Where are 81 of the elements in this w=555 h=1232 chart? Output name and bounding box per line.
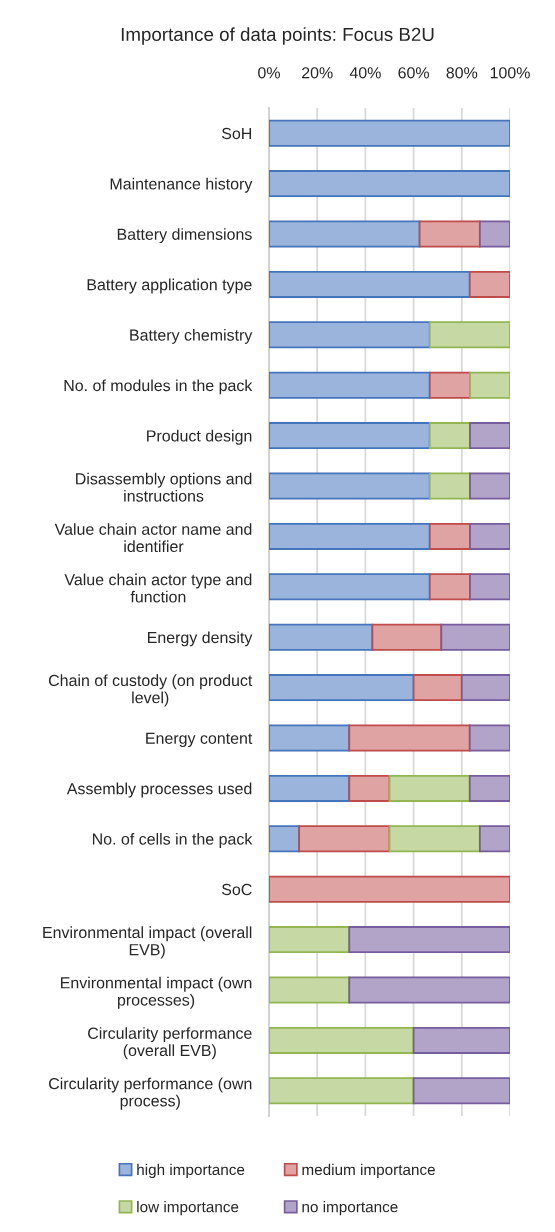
bar — [269, 220, 421, 248]
bar — [269, 724, 351, 752]
bar — [269, 371, 431, 399]
bar — [269, 623, 374, 651]
bar — [269, 976, 351, 1004]
y-tick-label: SoC — [221, 883, 252, 896]
legend-label: medium importance — [302, 1163, 435, 1179]
bar — [412, 674, 463, 702]
bar — [269, 674, 415, 702]
bar — [388, 825, 481, 853]
bar — [469, 573, 510, 601]
bar — [469, 371, 510, 399]
y-tick-label: Environmental impact (overall EVB) — [43, 926, 252, 959]
y-tick-label: Product design — [147, 429, 252, 445]
bar — [428, 371, 471, 399]
bar — [269, 170, 510, 198]
y-tick-label: No. of modules in the pack — [64, 379, 253, 395]
bar — [269, 1026, 415, 1054]
bar — [478, 825, 510, 853]
y-tick-label: Maintenance history — [110, 177, 253, 193]
x-tick-label: 40% — [349, 67, 381, 79]
bar — [460, 674, 510, 702]
y-tick-label: Battery dimensions — [117, 228, 252, 244]
bar — [412, 1026, 510, 1054]
x-tick-label: 60% — [398, 67, 430, 79]
bar — [348, 724, 471, 752]
y-tick-label: Energy content — [146, 732, 253, 748]
bar — [469, 422, 510, 450]
y-tick-label: Disassembly options and instructions — [76, 472, 252, 502]
bar — [269, 321, 431, 349]
x-tick-label: 80% — [446, 67, 478, 79]
bar — [269, 270, 471, 298]
y-tick-label: No. of cells in the pack — [92, 833, 253, 848]
y-tick-label: SoH — [221, 127, 252, 140]
bar — [348, 976, 510, 1004]
y-tick-label: Battery chemistry — [130, 329, 253, 344]
y-tick-label: Battery application type — [87, 278, 252, 294]
y-tick-label: Chain of custody (on product level) — [48, 674, 253, 707]
y-tick-label: Value chain actor type and function — [64, 573, 252, 603]
bar — [428, 472, 471, 500]
bar — [412, 1077, 510, 1105]
bar — [269, 774, 351, 802]
y-tick-label: Value chain actor name and identifier — [54, 523, 252, 553]
bar — [469, 472, 510, 500]
bar — [269, 825, 301, 853]
bar — [348, 926, 510, 954]
bar — [269, 1077, 415, 1105]
bar — [428, 573, 471, 601]
bar — [269, 573, 431, 601]
legend-label: no importance — [302, 1201, 398, 1216]
bar — [269, 875, 510, 903]
x-tick-label: 0% — [258, 67, 280, 79]
bar — [478, 220, 510, 248]
bar — [269, 422, 431, 450]
y-tick-label: Circularity performance (own process) — [49, 1077, 252, 1110]
bar — [348, 774, 391, 802]
bar — [428, 321, 510, 349]
y-tick-label: Assembly processes used — [66, 782, 252, 798]
bar — [418, 220, 481, 248]
legend-label: low importance — [137, 1201, 239, 1216]
bar — [468, 724, 510, 752]
bar — [428, 422, 471, 450]
bar — [468, 270, 510, 298]
y-tick-label: Energy density — [148, 631, 253, 647]
legend-label: high importance — [137, 1163, 245, 1179]
bar — [269, 472, 431, 500]
bar — [269, 522, 431, 550]
chart-title: Importance of data points: Focus B2U — [121, 27, 434, 45]
y-tick-label: Circularity performance (overall EVB) — [88, 1027, 252, 1060]
bar — [388, 774, 471, 802]
bar — [440, 623, 510, 651]
bar — [269, 119, 510, 147]
bar — [468, 774, 510, 802]
x-tick-label: 20% — [302, 67, 333, 79]
y-tick-label: Environmental impact (own processes) — [61, 976, 252, 1009]
bar — [428, 522, 471, 550]
bar — [269, 926, 351, 954]
bar — [298, 825, 391, 853]
bar — [469, 522, 510, 550]
x-tick-label: 100% — [490, 67, 530, 79]
bar — [371, 623, 443, 651]
